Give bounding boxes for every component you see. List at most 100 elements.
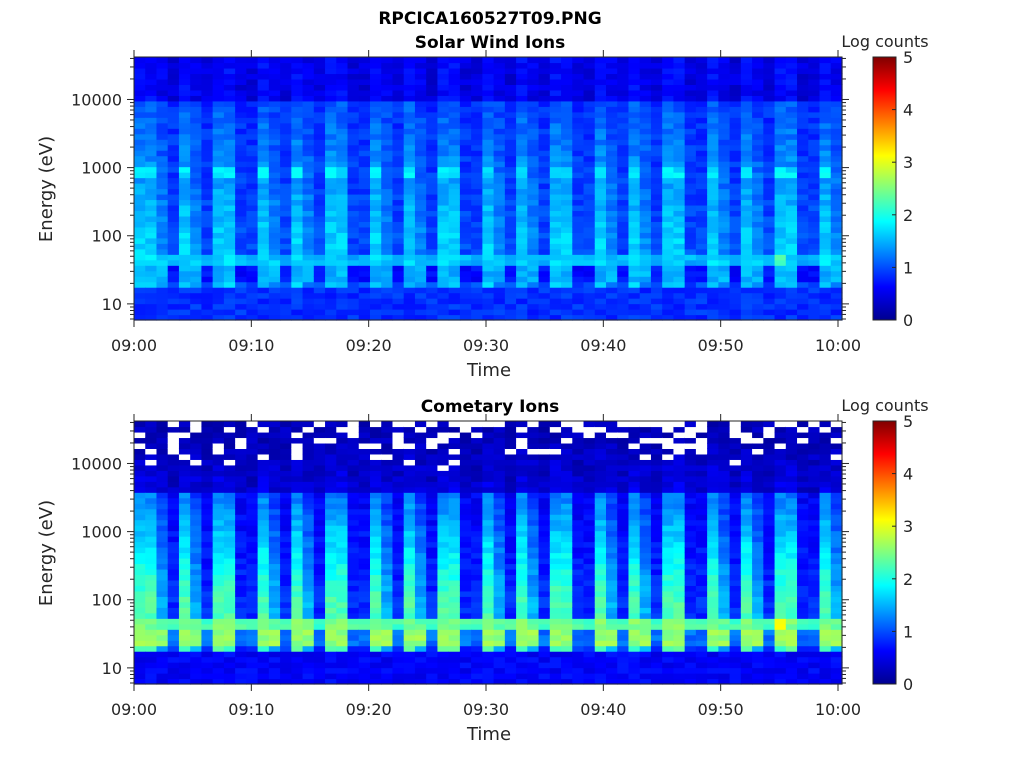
spectrogram-cell bbox=[313, 100, 326, 107]
spectrogram-cell bbox=[538, 172, 551, 179]
spectrogram-cell bbox=[370, 172, 382, 179]
spectrogram-cell bbox=[381, 309, 394, 316]
spectrogram-cell bbox=[291, 470, 304, 477]
spectrogram-cell bbox=[617, 237, 630, 244]
spectrogram-cell bbox=[392, 618, 405, 625]
spectrogram-cell bbox=[167, 210, 180, 217]
spectrogram-cell bbox=[291, 67, 304, 75]
spectrogram-cell bbox=[527, 536, 540, 543]
spectrogram-cell bbox=[819, 232, 832, 239]
spectrogram-cell bbox=[246, 84, 259, 91]
spectrogram-cell bbox=[370, 596, 382, 603]
spectrogram-cell bbox=[336, 607, 349, 614]
spectrogram-cell bbox=[347, 172, 360, 179]
spectrogram-cell bbox=[291, 210, 304, 217]
spectrogram-cell bbox=[134, 634, 146, 641]
spectrogram-cell bbox=[482, 421, 495, 428]
spectrogram-cell bbox=[178, 525, 191, 532]
spectrogram-cell bbox=[774, 161, 787, 168]
x-tick-label: 09:00 bbox=[111, 336, 157, 355]
spectrogram-cell bbox=[437, 590, 450, 597]
spectrogram-cell bbox=[471, 574, 483, 581]
spectrogram-cell bbox=[381, 525, 394, 532]
spectrogram-cell bbox=[381, 629, 394, 636]
spectrogram-cell bbox=[482, 221, 495, 228]
spectrogram-cell bbox=[583, 276, 596, 283]
spectrogram-cell bbox=[381, 640, 394, 647]
spectrogram-cell bbox=[212, 144, 225, 151]
spectrogram-cell bbox=[392, 84, 405, 91]
spectrogram-cell bbox=[504, 150, 517, 157]
spectrogram-cell bbox=[459, 656, 472, 663]
spectrogram-cell bbox=[426, 596, 439, 603]
spectrogram-cell bbox=[145, 204, 158, 212]
spectrogram-cell bbox=[504, 265, 517, 272]
spectrogram-cell bbox=[830, 232, 843, 239]
spectrogram-cell bbox=[763, 84, 776, 91]
spectrogram-cell bbox=[257, 150, 270, 157]
spectrogram-cell bbox=[313, 155, 326, 162]
spectrogram-cell bbox=[639, 259, 652, 266]
spectrogram-cell bbox=[740, 84, 753, 91]
spectrogram-cell bbox=[313, 270, 326, 277]
spectrogram-cell bbox=[268, 226, 281, 233]
spectrogram-cell bbox=[145, 215, 158, 222]
spectrogram-cell bbox=[606, 226, 618, 233]
spectrogram-cell bbox=[201, 497, 214, 504]
spectrogram-cell bbox=[594, 215, 607, 222]
spectrogram-cell bbox=[830, 226, 843, 233]
spectrogram-cell bbox=[774, 144, 787, 151]
spectrogram-cell bbox=[617, 144, 630, 151]
spectrogram-cell bbox=[437, 309, 450, 316]
spectrogram-cell bbox=[729, 226, 742, 233]
spectrogram-cell bbox=[797, 303, 809, 310]
spectrogram-cell bbox=[392, 503, 405, 510]
spectrogram-cell bbox=[684, 303, 697, 310]
spectrogram-cell bbox=[504, 67, 517, 75]
colorbar-tick-label: 5 bbox=[903, 48, 913, 67]
spectrogram-cell bbox=[707, 84, 719, 91]
spectrogram-cell bbox=[527, 442, 540, 449]
spectrogram-cell bbox=[302, 481, 315, 488]
spectrogram-cell bbox=[257, 645, 270, 652]
spectrogram-cell bbox=[538, 607, 551, 614]
spectrogram-cell bbox=[291, 563, 304, 570]
spectrogram-cell bbox=[381, 508, 394, 515]
spectrogram-cell bbox=[426, 667, 439, 674]
spectrogram-cell bbox=[212, 254, 225, 261]
spectrogram-cell bbox=[774, 237, 787, 244]
spectrogram-cell bbox=[414, 122, 427, 129]
spectrogram-cell bbox=[448, 623, 461, 630]
spectrogram-cell bbox=[459, 552, 472, 559]
spectrogram-cell bbox=[459, 84, 472, 91]
spectrogram-cell bbox=[572, 150, 585, 157]
spectrogram-cell bbox=[504, 623, 517, 630]
spectrogram-cell bbox=[471, 265, 483, 272]
spectrogram-cell bbox=[583, 172, 596, 179]
spectrogram-cell bbox=[392, 226, 405, 233]
spectrogram-cell bbox=[358, 111, 371, 118]
spectrogram-cell bbox=[257, 673, 270, 680]
spectrogram-cell bbox=[527, 243, 540, 250]
spectrogram-cell bbox=[190, 453, 203, 460]
spectrogram-cell bbox=[414, 453, 427, 460]
spectrogram-cell bbox=[291, 634, 304, 641]
spectrogram-cell bbox=[246, 579, 259, 586]
spectrogram-cell bbox=[538, 204, 551, 212]
spectrogram-cell bbox=[347, 95, 360, 102]
spectrogram-cell bbox=[628, 215, 641, 222]
spectrogram-cell bbox=[606, 172, 618, 179]
spectrogram-cell bbox=[482, 314, 495, 321]
spectrogram-cell bbox=[257, 442, 270, 449]
spectrogram-cell bbox=[527, 292, 540, 299]
spectrogram-cell bbox=[246, 481, 259, 488]
spectrogram-cell bbox=[392, 459, 405, 466]
spectrogram-cell bbox=[156, 508, 169, 515]
spectrogram-cell bbox=[336, 629, 349, 636]
spectrogram-cell bbox=[291, 172, 304, 179]
spectrogram-cell bbox=[504, 166, 517, 173]
spectrogram-cell bbox=[156, 486, 169, 493]
spectrogram-cell bbox=[482, 448, 495, 455]
spectrogram-cell bbox=[370, 547, 382, 554]
spectrogram-cell bbox=[190, 303, 203, 310]
